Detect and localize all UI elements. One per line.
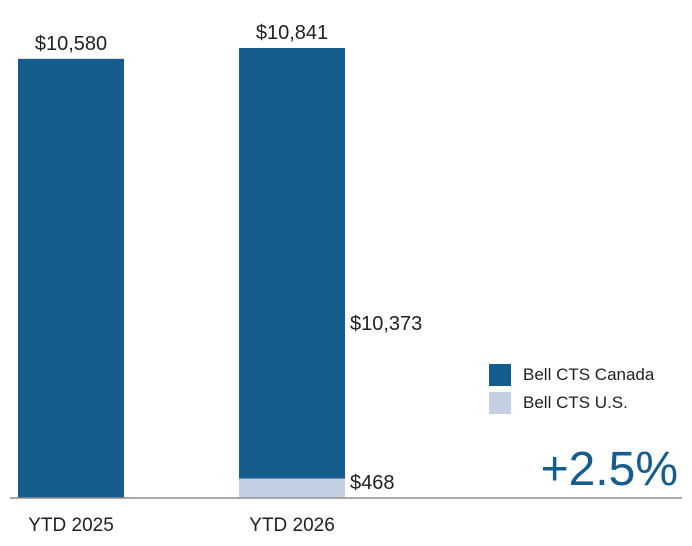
bar-canada-ytd-2025 — [18, 58, 124, 499]
legend-swatch-us — [489, 392, 511, 414]
segment-label-canada-2026: $10,373 — [350, 313, 422, 335]
segment-label-us-2026: $468 — [350, 472, 395, 494]
legend: Bell CTS Canada Bell CTS U.S. — [489, 364, 654, 420]
total-label-ytd-2026: $10,841 — [256, 22, 328, 44]
legend-swatch-canada — [489, 364, 511, 386]
legend-label-us: Bell CTS U.S. — [523, 393, 628, 412]
legend-item-canada: Bell CTS Canada — [489, 364, 654, 386]
bar-canada-ytd-2026 — [239, 48, 345, 479]
x-tick-label-ytd-2026: YTD 2026 — [249, 515, 335, 536]
x-tick-label-ytd-2025: YTD 2025 — [28, 515, 114, 536]
total-label-ytd-2025: $10,580 — [35, 33, 107, 55]
legend-item-us: Bell CTS U.S. — [489, 392, 654, 414]
growth-percentage: +2.5% — [540, 443, 678, 496]
legend-label-canada: Bell CTS Canada — [523, 365, 655, 384]
bar-us-ytd-2026 — [239, 478, 345, 498]
